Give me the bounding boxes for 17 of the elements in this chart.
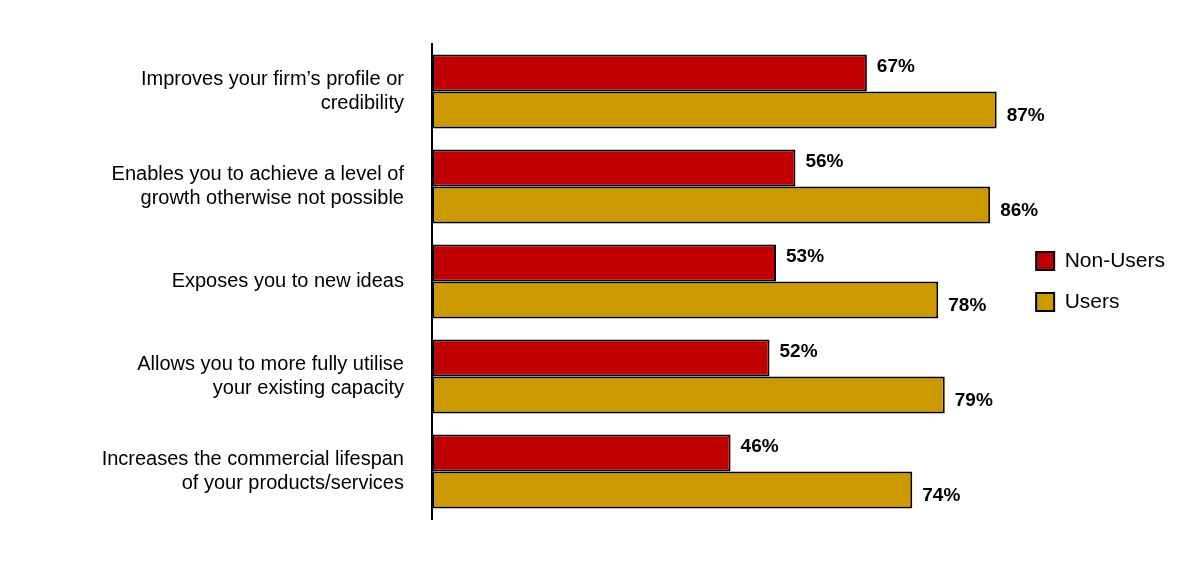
y-tick-label: Allows you to more fully utilise your existing capacity <box>137 352 404 399</box>
y-tick-label: Enables you to achieve a level of growth otherwise not possible <box>111 162 405 209</box>
y-tick-label: Exposes you to new ideas <box>171 269 404 292</box>
data-label: 67% <box>876 55 915 77</box>
data-label: 78% <box>948 294 987 316</box>
data-label: 52% <box>779 340 818 362</box>
legend-label: Users <box>1064 288 1120 312</box>
data-label: 53% <box>786 245 825 267</box>
data-label: 74% <box>922 484 961 506</box>
y-tick-label: Increases the commercial lifespan of your products/services <box>101 447 404 494</box>
data-label: 46% <box>740 435 779 457</box>
y-tick-label: Improves your firm’s profile or credibility <box>140 67 405 114</box>
data-label: 56% <box>805 150 844 172</box>
data-label: 86% <box>1000 199 1039 221</box>
data-label: 87% <box>1006 104 1045 126</box>
data-label: 79% <box>954 389 993 411</box>
legend-label: Non-Users <box>1064 247 1165 271</box>
